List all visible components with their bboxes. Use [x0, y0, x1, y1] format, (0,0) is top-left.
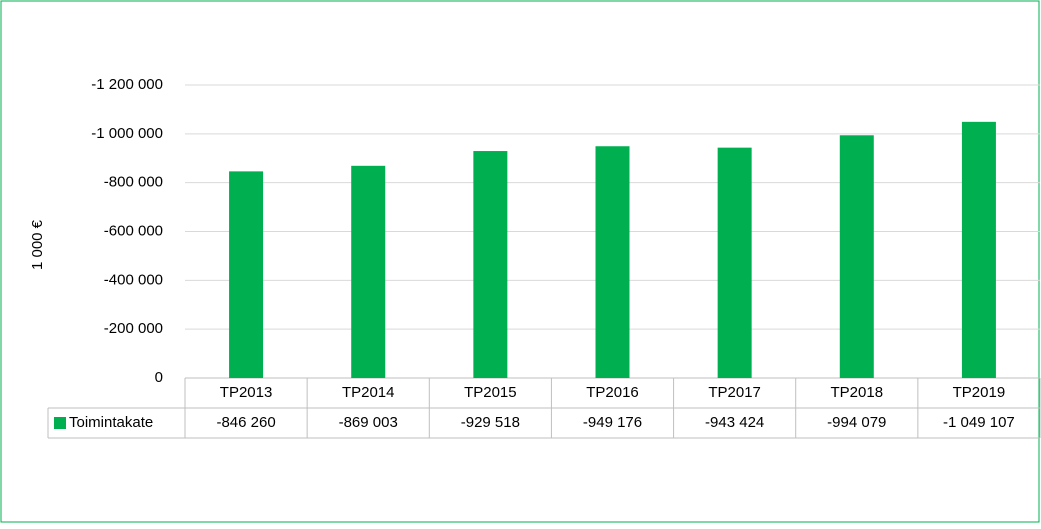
bar — [473, 151, 508, 378]
x-tick-label: TP2014 — [342, 384, 395, 401]
data-label: -1 049 107 — [943, 414, 1015, 431]
x-tick-label: TP2015 — [464, 384, 517, 401]
data-label: -846 260 — [216, 414, 275, 431]
y-axis-label: 1 000 € — [29, 219, 46, 270]
y-tick-label: -600 000 — [104, 222, 163, 239]
bar — [839, 135, 874, 378]
x-tick-label: TP2013 — [220, 384, 273, 401]
bar — [351, 165, 386, 378]
bar — [961, 121, 996, 378]
y-tick-label: -800 000 — [104, 174, 163, 191]
bar — [717, 147, 752, 378]
data-label: -943 424 — [705, 414, 764, 431]
y-tick-label: -200 000 — [104, 320, 163, 337]
data-label: -869 003 — [339, 414, 398, 431]
y-tick-label: -400 000 — [104, 271, 163, 288]
legend-swatch — [54, 417, 66, 429]
y-tick-label: -1 000 000 — [91, 125, 163, 142]
x-tick-label: TP2018 — [831, 384, 884, 401]
bar — [229, 171, 264, 378]
y-tick-label: -1 200 000 — [91, 76, 163, 93]
data-label: -949 176 — [583, 414, 642, 431]
x-tick-label: TP2017 — [708, 384, 761, 401]
x-tick-label: TP2019 — [953, 384, 1006, 401]
data-label: -929 518 — [461, 414, 520, 431]
legend-label: Toimintakate — [69, 414, 153, 431]
bar — [595, 146, 630, 378]
y-tick-label: 0 — [155, 369, 163, 386]
x-tick-label: TP2016 — [586, 384, 639, 401]
data-label: -994 079 — [827, 414, 886, 431]
